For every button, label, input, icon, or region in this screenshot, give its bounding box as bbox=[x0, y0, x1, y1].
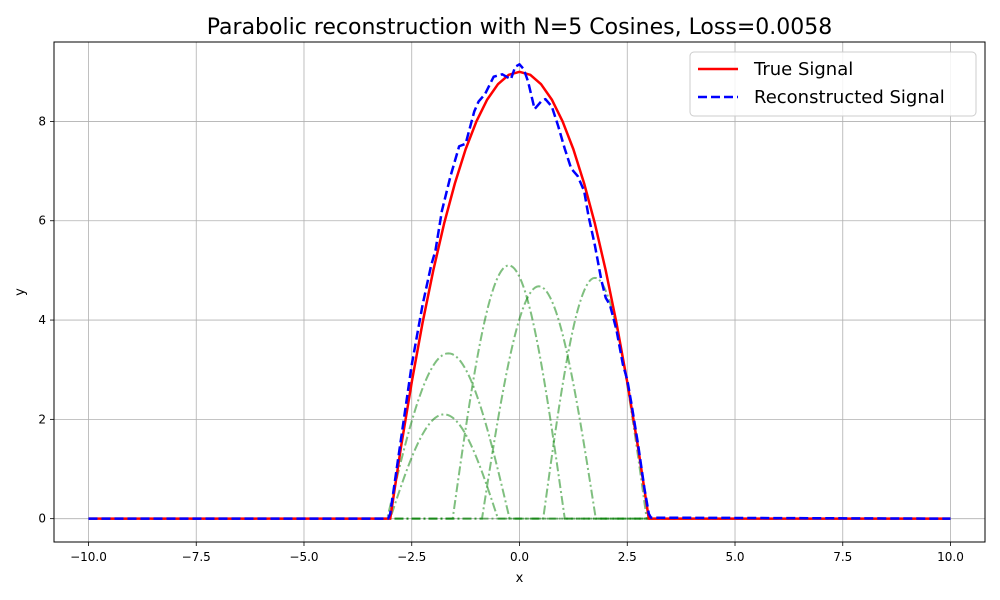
x-tick-label: 2.5 bbox=[618, 550, 637, 564]
x-tick-label: 10.0 bbox=[937, 550, 964, 564]
y-tick-label: 6 bbox=[38, 214, 46, 228]
legend-box bbox=[689, 51, 977, 117]
x-tick-label: −2.5 bbox=[397, 550, 426, 564]
x-tick-label: 0.0 bbox=[510, 550, 529, 564]
x-tick-label: 5.0 bbox=[725, 550, 744, 564]
x-tick-label: −5.0 bbox=[289, 550, 318, 564]
component-curve-3 bbox=[88, 264, 951, 520]
legend: True Signal Reconstructed Signal bbox=[689, 51, 977, 117]
y-tick-label: 4 bbox=[38, 313, 46, 327]
plot-area bbox=[88, 63, 951, 520]
x-axis-label: x bbox=[516, 571, 524, 586]
x-tick-label: 7.5 bbox=[833, 550, 852, 564]
component-curve-4 bbox=[88, 285, 951, 520]
chart-title: Parabolic reconstruction with N=5 Cosine… bbox=[207, 15, 832, 40]
y-axis-label: y bbox=[13, 288, 28, 296]
x-tick-label: −7.5 bbox=[182, 550, 211, 564]
component-curve-1 bbox=[88, 413, 951, 520]
reconstructed-signal-line bbox=[88, 63, 951, 520]
legend-entry-2: Reconstructed Signal bbox=[754, 87, 945, 108]
y-tick-label: 2 bbox=[38, 412, 46, 426]
ticks: −10.0 −7.5 −5.0 −2.5 0.0 2.5 5.0 7.5 10.0 0 2 4 6 8 bbox=[38, 114, 964, 564]
component-curve-2 bbox=[88, 352, 951, 520]
y-tick-label: 8 bbox=[38, 114, 46, 128]
legend-entry-1: True Signal bbox=[753, 59, 853, 80]
true-signal-line bbox=[88, 70, 951, 520]
x-tick-label: −10.0 bbox=[70, 550, 107, 564]
y-tick-label: 0 bbox=[38, 512, 46, 526]
